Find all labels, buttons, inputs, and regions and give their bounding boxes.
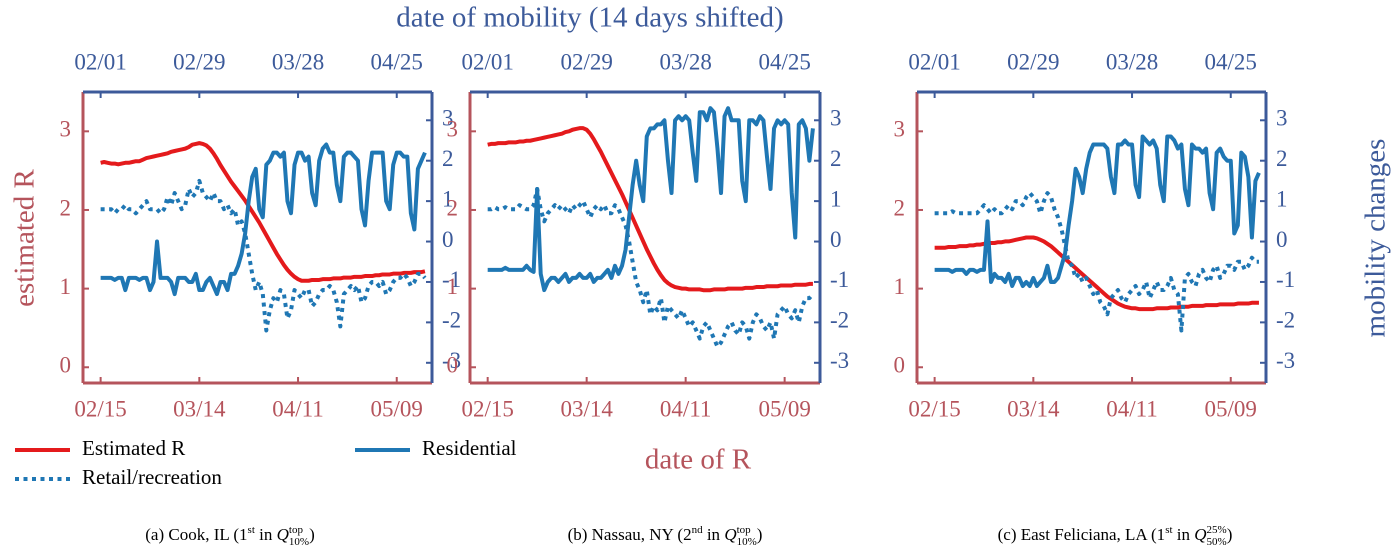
legend-label: Residential (422, 436, 517, 460)
series-line (100, 141, 426, 283)
caption-q: Q (724, 525, 736, 544)
caption-text: in (1173, 525, 1195, 544)
top-axis-title: date of mobility (14 days shifted) (396, 2, 783, 34)
series-line (487, 187, 815, 349)
x-tick-label: 02/15 (461, 396, 513, 421)
y2-tick-label: 3 (830, 106, 842, 131)
x-tick-label: 02/15 (74, 396, 126, 421)
caption: (b) Nassau, NY (2nd in Qtop 10%) (568, 524, 763, 548)
x2-tick-label: 02/01 (74, 49, 126, 74)
x-tick-label: 04/11 (1106, 396, 1158, 421)
y2-tick-label: 3 (1276, 106, 1288, 131)
caption-sup: nd (692, 524, 704, 536)
y-tick-label: 3 (894, 117, 906, 142)
y2-tick-label: -3 (1276, 348, 1295, 373)
y2-tick-label: 2 (830, 146, 842, 171)
y-tick-label: 0 (447, 353, 459, 378)
series-line (487, 126, 813, 293)
series-line (934, 235, 1259, 312)
caption-text: in (255, 525, 277, 544)
x2-tick-label: 02/29 (173, 49, 225, 74)
caption-text: (b) Nassau, NY (2 (568, 525, 692, 544)
x-axis-title: date of R (645, 444, 752, 476)
y2-axis-title: mobility changes (1360, 139, 1392, 338)
caption-text: ) (1227, 525, 1233, 544)
y2-tick-label: -2 (830, 308, 849, 333)
y-tick-label: 3 (60, 117, 72, 142)
caption-text: in (703, 525, 725, 544)
y-tick-label: 1 (894, 274, 906, 299)
y2-tick-label: 2 (442, 146, 454, 171)
y2-tick-label: -1 (1276, 267, 1295, 292)
series-line (100, 142, 427, 297)
caption-q: Q (277, 525, 289, 544)
x-tick-label: 03/14 (1007, 396, 1060, 421)
caption-sup: 25% (1207, 524, 1227, 536)
y2-tick-label: -2 (1276, 308, 1295, 333)
y2-tick-label: -1 (442, 267, 461, 292)
legend-label: Estimated R (82, 436, 185, 460)
x2-tick-label: 03/28 (1106, 49, 1158, 74)
y2-tick-label: 1 (1276, 186, 1288, 211)
series-line (487, 106, 815, 293)
y2-tick-label: 0 (1276, 227, 1288, 252)
series-line (100, 178, 427, 333)
x-tick-label: 03/14 (173, 396, 226, 421)
caption-text: (c) East Feliciana, LA (1 (998, 525, 1166, 544)
y2-tick-label: -3 (442, 348, 461, 373)
x2-tick-label: 04/25 (371, 49, 423, 74)
y2-tick-label: 1 (830, 186, 842, 211)
caption-text: ) (757, 525, 763, 544)
x-tick-label: 03/14 (560, 396, 613, 421)
y2-tick-label: 0 (830, 227, 842, 252)
caption-sup: st (248, 524, 255, 536)
caption-sup: top (737, 524, 752, 536)
y-tick-label: 0 (894, 353, 906, 378)
y-tick-label: 3 (447, 117, 459, 142)
x2-tick-label: 04/25 (1205, 49, 1257, 74)
x-tick-label: 05/09 (758, 396, 810, 421)
caption-sub: 10% (289, 536, 309, 548)
y2-tick-label: 0 (442, 227, 454, 252)
legend-label: Retail/recreation (82, 465, 222, 489)
x2-tick-label: 03/28 (272, 49, 324, 74)
caption-text: ) (309, 525, 315, 544)
caption: (a) Cook, IL (1st in Qtop 10%) (145, 524, 315, 548)
series-line (934, 134, 1261, 288)
x2-tick-label: 04/25 (758, 49, 810, 74)
x-tick-label: 02/15 (908, 396, 960, 421)
x2-tick-label: 02/29 (1007, 49, 1059, 74)
y2-tick-label: 1 (442, 186, 454, 211)
caption-sub: 50% (1207, 536, 1227, 548)
y2-tick-label: -1 (830, 267, 849, 292)
x2-tick-label: 02/01 (908, 49, 960, 74)
y-tick-label: 1 (447, 274, 459, 299)
caption-sup: st (1165, 524, 1172, 536)
y2-tick-label: -3 (830, 348, 849, 373)
y2-tick-label: -2 (442, 308, 461, 333)
y2-tick-label: 3 (442, 106, 454, 131)
x-tick-label: 05/09 (371, 396, 423, 421)
caption: (c) East Feliciana, LA (1st in Q25% 50%) (998, 524, 1233, 548)
x-tick-label: 04/11 (272, 396, 324, 421)
y-tick-label: 2 (447, 195, 459, 220)
y-tick-label: 1 (60, 274, 72, 299)
y-tick-label: 2 (60, 195, 72, 220)
y2-tick-label: 2 (1276, 146, 1288, 171)
x2-tick-label: 03/28 (659, 49, 711, 74)
x-tick-label: 04/11 (660, 396, 712, 421)
y-tick-label: 0 (60, 353, 72, 378)
y-axis-title: estimated R (9, 168, 41, 306)
x2-tick-label: 02/29 (560, 49, 612, 74)
y-tick-label: 2 (894, 195, 906, 220)
caption-sup: top (289, 524, 304, 536)
caption-q: Q (1194, 525, 1206, 544)
x-tick-label: 05/09 (1205, 396, 1257, 421)
series-line (934, 191, 1259, 333)
caption-text: (a) Cook, IL (1 (145, 525, 247, 544)
x2-tick-label: 02/01 (461, 49, 513, 74)
caption-sub: 10% (737, 536, 757, 548)
